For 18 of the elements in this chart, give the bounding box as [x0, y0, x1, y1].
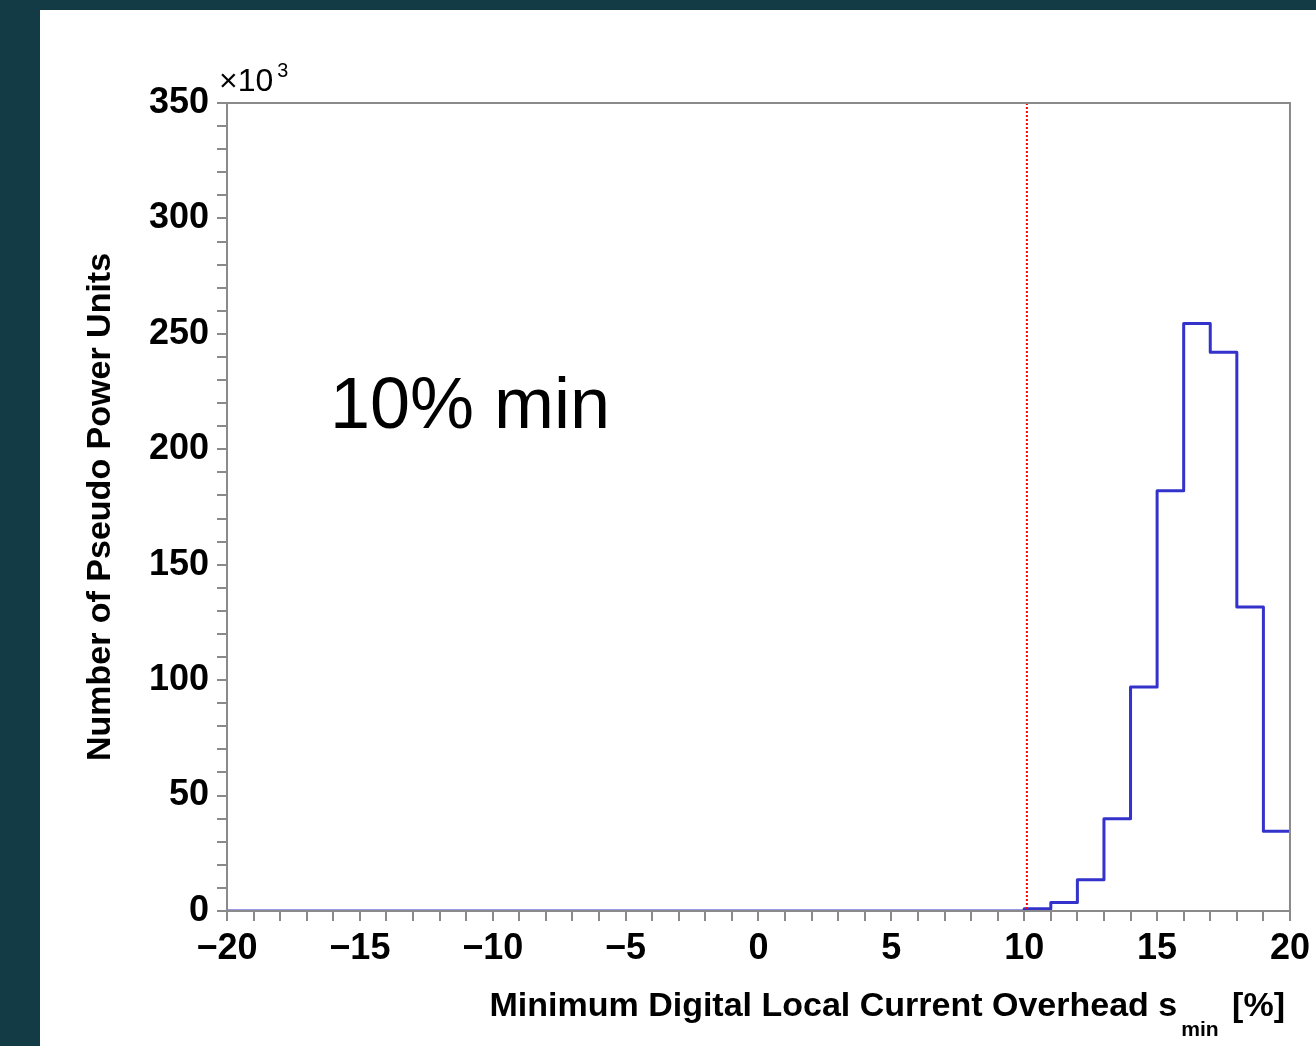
x-tick-label: −15 — [329, 925, 391, 967]
x-axis-title: Minimum Digital Local Current Overhead smin [%] — [489, 985, 1285, 1041]
y-tick-label: 300 — [148, 195, 209, 237]
x-tick-label: 15 — [1137, 925, 1178, 967]
y-tick-label: 50 — [168, 772, 209, 814]
x-tick-label: −10 — [462, 925, 524, 967]
x-tick-label: 20 — [1269, 925, 1310, 967]
x-tick-label: 0 — [748, 925, 769, 967]
y-tick-label: 250 — [148, 310, 209, 352]
y-tick-label: 200 — [148, 426, 209, 468]
x-tick-label: 10 — [1004, 925, 1045, 967]
x-tick-label: 5 — [881, 925, 902, 967]
x-tick-label: −5 — [605, 925, 647, 967]
y-axis-title: Number of Pseudo Power Units — [78, 252, 117, 762]
y-tick-label: 350 — [148, 79, 209, 121]
y-tick-label: 100 — [148, 657, 209, 699]
y-tick-label: 150 — [148, 541, 209, 583]
annotation: 10% min — [330, 363, 611, 443]
